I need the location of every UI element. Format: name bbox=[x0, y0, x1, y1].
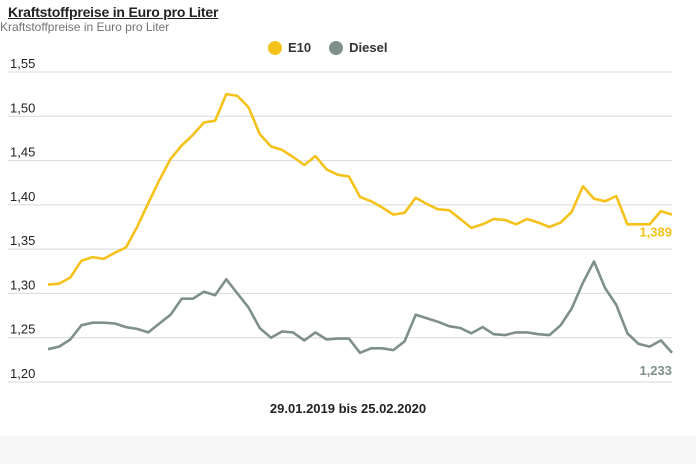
line-chart: 1,55 1,50 1,45 1,40 1,35 1,30 1,25 1,20 1,389 1,2… bbox=[8, 56, 673, 383]
legend-item-diesel: Diesel bbox=[329, 40, 387, 55]
y-tick-label: 1,55 bbox=[10, 56, 35, 71]
y-tick-label: 1,30 bbox=[10, 277, 35, 292]
y-tick-label: 1,45 bbox=[10, 145, 35, 160]
legend-label-diesel: Diesel bbox=[349, 40, 388, 55]
y-tick-label: 1,25 bbox=[10, 322, 35, 337]
series-line-e10 bbox=[47, 92, 673, 286]
footer-bar bbox=[0, 436, 696, 464]
end-value-label-diesel: 1,233 bbox=[639, 363, 672, 378]
x-axis-label: 29.01.2019 bis 25.02.2020 bbox=[269, 401, 427, 416]
y-tick-label: 1,50 bbox=[10, 100, 35, 115]
series-line-diesel bbox=[47, 260, 673, 355]
chart-title: Kraftstoffpreise in Euro pro Liter bbox=[8, 4, 219, 20]
legend-swatch-e10 bbox=[268, 40, 282, 55]
chart-subtitle: Kraftstoffpreise in Euro pro Liter bbox=[0, 20, 170, 34]
legend-label-e10: E10 bbox=[288, 40, 312, 55]
legend-swatch-diesel bbox=[329, 40, 344, 55]
legend-item-e10: E10 bbox=[268, 40, 311, 55]
y-tick-label: 1,40 bbox=[10, 189, 35, 204]
legend: E10 Diesel bbox=[268, 40, 387, 55]
y-tick-label: 1,35 bbox=[10, 233, 35, 248]
end-value-label-e10: 1,389 bbox=[639, 225, 672, 240]
y-tick-label: 1,20 bbox=[10, 366, 35, 381]
